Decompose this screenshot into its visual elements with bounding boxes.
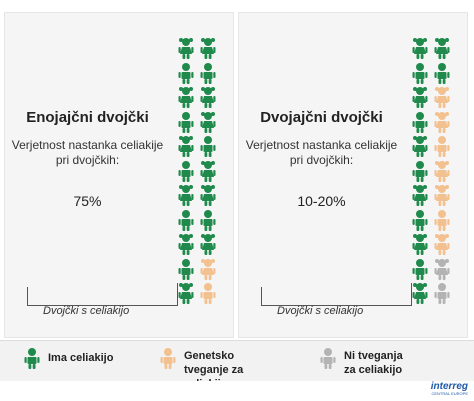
twin-pair [410,86,454,110]
boy-icon [200,62,216,84]
legend-label: Ni tveganja za celiakijo [344,350,403,376]
girl-icon [412,185,428,206]
girl-icon [178,136,194,157]
girl-icon [178,38,194,59]
girl-icon [200,111,216,133]
child-icon [320,348,336,369]
boy-icon [200,283,216,304]
fraternal-twins-panel: Dvojajčni dvojčki Verjetnost nastanka ce… [238,12,468,338]
girl-icon [178,87,194,108]
probability-value: 75% [73,193,102,209]
twin-pair [410,258,454,282]
girl-icon [200,160,216,182]
twin-pair [176,233,220,257]
girl-icon [412,87,428,108]
girl-icon [412,38,428,59]
bracket-tick [411,283,412,305]
twin-icons-grid [410,37,454,307]
twin-pair [176,282,220,306]
girl-icon [200,234,216,255]
twin-pair [176,160,220,184]
bracket-label: Dvojčki s celiakijo [43,305,130,317]
twin-pair [176,37,220,61]
logo-main-text: interreg [430,381,468,392]
interreg-logo: interreg CENTRAL EUROPE [406,381,468,400]
twin-pair [410,184,454,208]
girl-icon [434,258,450,280]
girl-icon [434,87,450,108]
logo-sub-text: CENTRAL EUROPE [431,391,468,396]
twin-pair [176,111,220,135]
boy-icon [412,111,428,133]
twin-pair [410,135,454,159]
bracket-label: Dvojčki s celiakijo [277,305,364,317]
boy-icon [412,62,428,84]
bracket-line [261,287,412,306]
panel-description: Verjetnost nastanka celiakije pri dvojčk… [245,138,398,167]
identical-twins-panel: Enojajčni dvojčki Verjetnost nastanka ce… [4,12,234,338]
girl-icon [178,234,194,255]
boy-icon [434,209,450,231]
boy-icon [434,283,450,304]
girl-icon [200,185,216,206]
girl-icon [434,111,450,133]
child-icon [24,348,40,369]
girl-icon [200,258,216,280]
girl-icon [200,38,216,59]
twin-pair [176,86,220,110]
boy-icon [178,62,194,84]
girl-icon [412,136,428,157]
twin-icons-grid [176,37,220,307]
twin-pair [176,258,220,282]
bracket-line [27,287,178,306]
girl-icon [200,87,216,108]
girl-icon [434,185,450,206]
boy-icon [434,136,450,157]
panel-title: Enojajčni dvojčki [26,109,149,126]
girl-icon [434,234,450,255]
twin-pair [410,160,454,184]
twin-pair [176,135,220,159]
boy-icon [412,209,428,231]
twin-pair [410,209,454,233]
boy-icon [178,258,194,280]
twin-pair [176,62,220,86]
twin-pair [410,233,454,257]
probability-value: 10-20% [297,193,346,209]
panel-title: Dvojajčni dvojčki [260,109,383,126]
bracket-tick [177,283,178,305]
boy-icon [178,111,194,133]
girl-icon [434,38,450,59]
girl-icon [412,283,428,304]
girl-icon [434,160,450,182]
girl-icon [178,283,194,304]
twin-pair [410,62,454,86]
boy-icon [200,136,216,157]
boy-icon [434,62,450,84]
twin-pair [410,111,454,135]
girl-icon [178,185,194,206]
twin-pair [176,209,220,233]
footer: interreg CENTRAL EUROPE [0,381,474,401]
girl-icon [412,234,428,255]
boy-icon [200,209,216,231]
boy-icon [178,209,194,231]
boy-icon [412,258,428,280]
legend: Ima celiakijo Genetsko tveganje za celia… [0,340,474,390]
twin-pair [410,282,454,306]
boy-icon [412,160,428,182]
legend-label: Ima celiakijo [48,352,114,364]
child-icon [160,348,176,369]
twin-pair [410,37,454,61]
twin-pair [176,184,220,208]
panel-description: Verjetnost nastanka celiakije pri dvojčk… [11,138,164,167]
boy-icon [178,160,194,182]
